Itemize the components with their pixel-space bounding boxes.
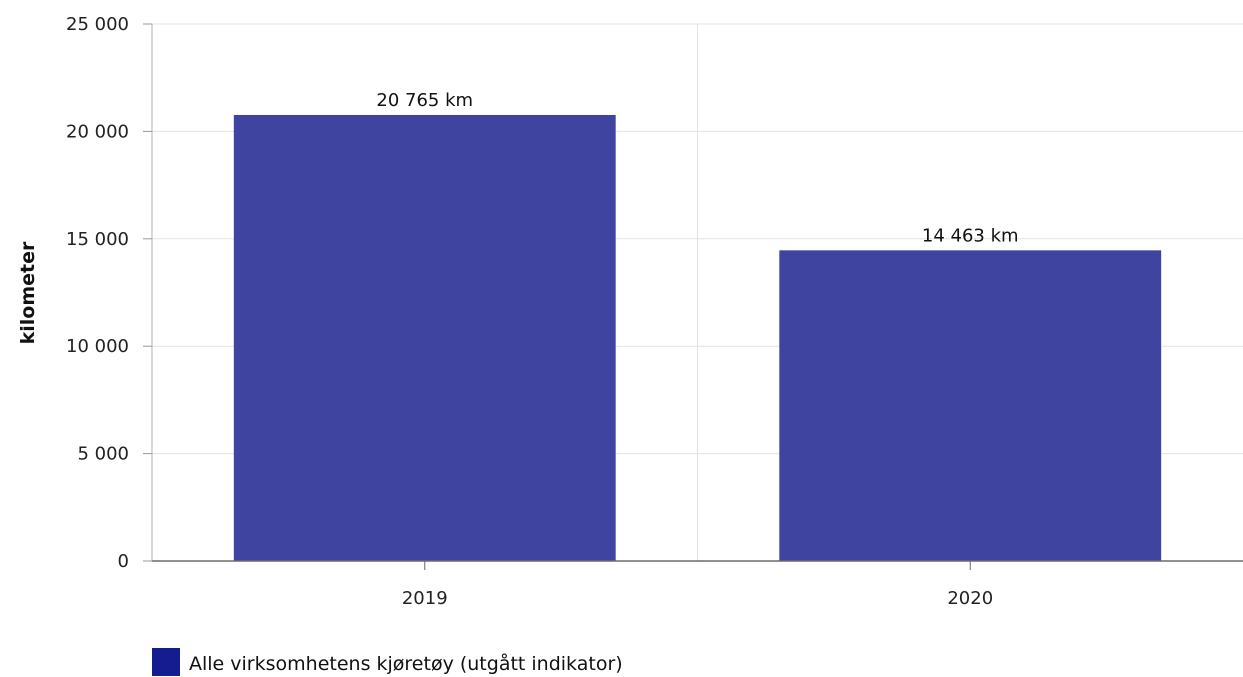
- y-tick-label: 15 000: [66, 229, 129, 250]
- bars: 20 765 km 14 463 km: [233, 90, 1162, 561]
- y-tick-label: 5 000: [77, 444, 129, 465]
- y-tick-label: 0: [118, 551, 129, 572]
- legend-swatch[interactable]: [152, 648, 180, 676]
- legend[interactable]: Alle virksomhetens kjøretøy (utgått indi…: [152, 648, 623, 676]
- x-ticks: 2019 2020: [402, 561, 993, 609]
- y-tick-label: 20 000: [66, 121, 129, 142]
- x-tick-label-2019: 2019: [402, 588, 448, 609]
- y-ticks: 0 5 000 10 000 15 000 20 000 25 000: [66, 14, 152, 572]
- bar-2019[interactable]: [233, 114, 616, 561]
- axes: [151, 24, 1243, 562]
- bar-2020[interactable]: [779, 250, 1162, 561]
- y-tick-label: 10 000: [66, 336, 129, 357]
- x-tick-label-2020: 2020: [947, 588, 993, 609]
- y-axis-label: kilometer: [17, 241, 39, 344]
- legend-label[interactable]: Alle virksomhetens kjøretøy (utgått indi…: [189, 652, 623, 675]
- y-tick-label: 25 000: [66, 14, 129, 35]
- data-label-2020: 14 463 km: [922, 225, 1019, 246]
- data-label-2019: 20 765 km: [376, 90, 473, 111]
